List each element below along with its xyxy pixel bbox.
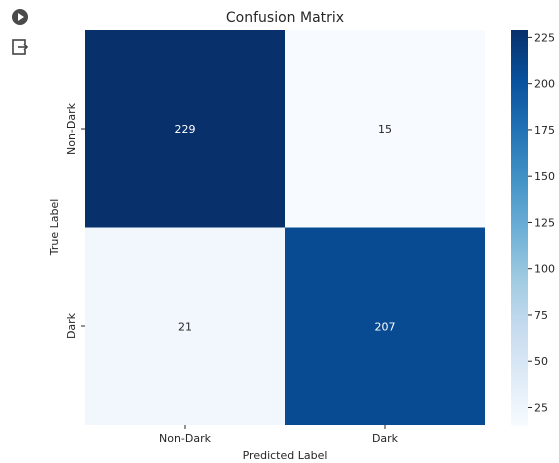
heatmap-cell-labels: 229 15 21 207 xyxy=(175,123,396,334)
heatmap-cells xyxy=(85,30,485,425)
colorbar: 25 50 75 100 125 150 175 200 225 xyxy=(511,30,555,426)
heatmap-cell-value: 15 xyxy=(378,123,392,136)
output-exit-icon[interactable] xyxy=(11,38,29,56)
x-axis-label: Predicted Label xyxy=(243,449,328,462)
y-axis-label: True Label xyxy=(48,199,61,257)
colorbar-tick-label: 50 xyxy=(534,355,548,368)
heatmap-cell xyxy=(285,227,485,425)
x-axis: Non-Dark Dark Predicted Label xyxy=(159,425,399,462)
y-tick-label-dark: Dark xyxy=(65,312,78,339)
heatmap-cell xyxy=(285,30,485,228)
heatmap-cell xyxy=(85,227,285,425)
x-tick-label-dark: Dark xyxy=(372,432,399,445)
colorbar-tick-label: 175 xyxy=(534,124,555,137)
heatmap-cell-value: 229 xyxy=(175,123,196,136)
colorbar-tick-label: 25 xyxy=(534,401,548,414)
x-tick-label-non-dark: Non-Dark xyxy=(159,432,212,445)
colorbar-gradient xyxy=(511,30,528,426)
colorbar-tick-label: 200 xyxy=(534,78,555,91)
heatmap-cell-value: 207 xyxy=(375,320,396,333)
chart-title: Confusion Matrix xyxy=(226,10,344,26)
y-axis: Non-Dark Dark True Label xyxy=(48,102,85,339)
colorbar-tick-label: 75 xyxy=(534,309,548,322)
heatmap-cell-value: 21 xyxy=(178,320,192,333)
colorbar-ticks: 25 50 75 100 125 150 175 200 225 xyxy=(528,31,555,414)
cell-gutter xyxy=(0,0,34,463)
play-circle-icon[interactable] xyxy=(12,9,28,25)
colorbar-tick-label: 150 xyxy=(534,170,555,183)
heatmap-cell xyxy=(85,30,285,228)
colorbar-tick-label: 100 xyxy=(534,263,555,276)
colorbar-tick-label: 125 xyxy=(534,216,555,229)
colorbar-tick-label: 225 xyxy=(534,31,555,44)
y-tick-label-non-dark: Non-Dark xyxy=(65,102,78,155)
